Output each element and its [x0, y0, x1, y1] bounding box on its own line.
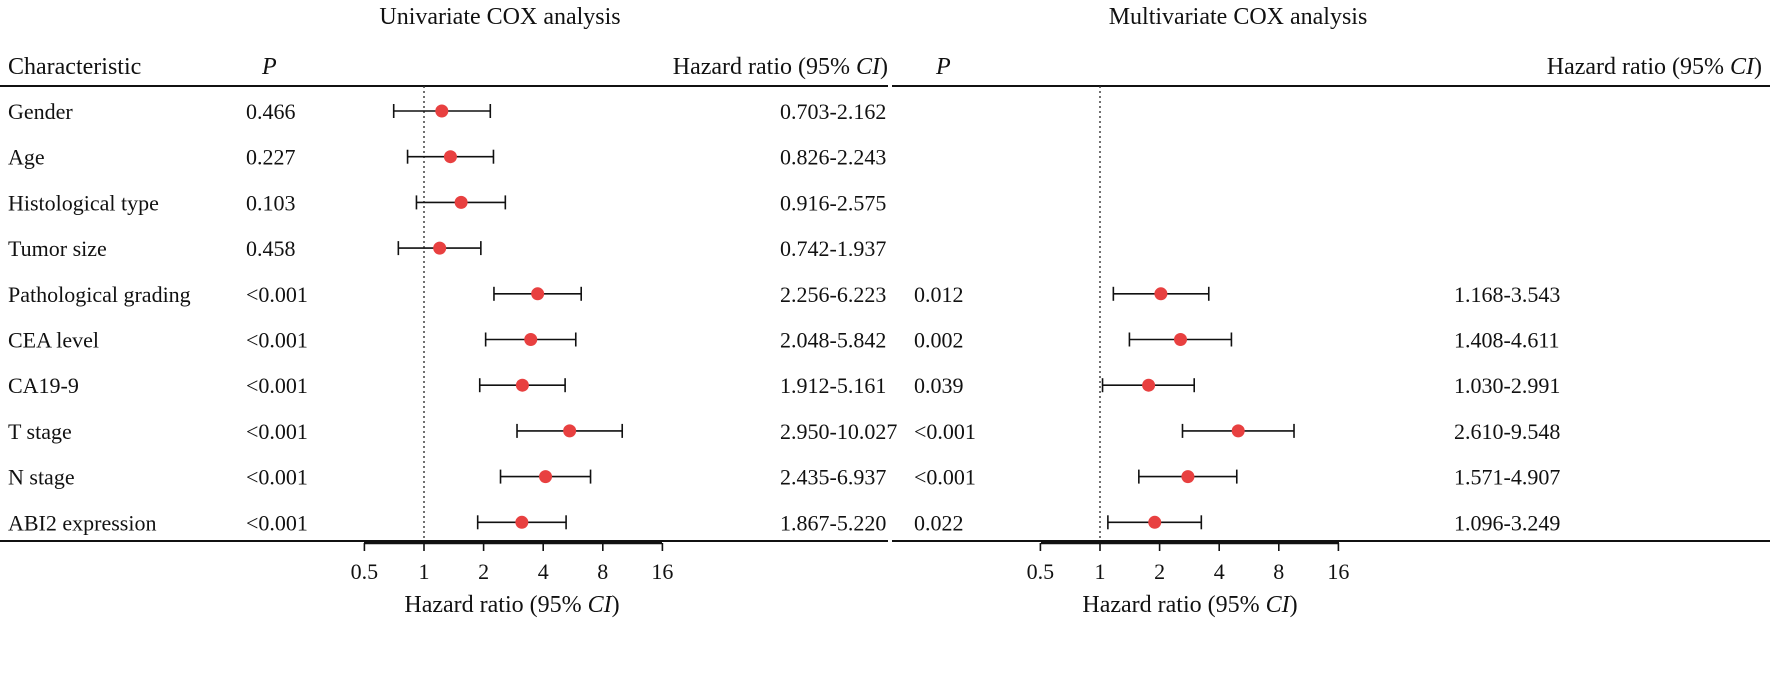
multivariate-hr-point: [1148, 515, 1162, 529]
univariate-hr-header: Hazard ratio (95% CI): [673, 54, 888, 80]
univariate-p-value: 0.458: [246, 236, 296, 261]
univariate-hr-point: [515, 515, 529, 529]
univariate-x-axis-label: Hazard ratio (95% CI): [404, 592, 619, 618]
univariate-p-value: <0.001: [246, 328, 308, 353]
univariate-x-tick-label: 1: [419, 559, 430, 584]
univariate-x-tick-label: 0.5: [351, 559, 379, 584]
univariate-ci-text: 0.703-2.162: [780, 99, 886, 124]
univariate-p-value: <0.001: [246, 282, 308, 307]
univariate-hr-point: [454, 195, 468, 209]
univariate-hr-point: [443, 150, 457, 164]
multivariate-ci-text: 1.096-3.249: [1454, 510, 1560, 535]
multivariate-hr-point: [1181, 470, 1195, 484]
multivariate-p-value: <0.001: [914, 465, 976, 490]
univariate-ci-text: 0.916-2.575: [780, 190, 886, 215]
univariate-p-value: <0.001: [246, 373, 308, 398]
multivariate-x-tick-label: 4: [1214, 559, 1225, 584]
multivariate-hr-header: Hazard ratio (95% CI): [1547, 54, 1762, 80]
multivariate-x-tick-label: 1: [1095, 559, 1106, 584]
characteristic-label: Age: [8, 145, 45, 170]
univariate-p-value: 0.227: [246, 145, 296, 170]
characteristic-column-header: Characteristic: [8, 54, 141, 80]
multivariate-x-tick-label: 8: [1273, 559, 1284, 584]
characteristic-label: Histological type: [8, 190, 159, 215]
multivariate-hr-point: [1231, 424, 1245, 438]
multivariate-x-axis-label: Hazard ratio (95% CI): [1082, 592, 1297, 618]
multivariate-ci-text: 1.168-3.543: [1454, 282, 1560, 307]
univariate-p-value: 0.466: [246, 99, 296, 124]
characteristic-label: Tumor size: [8, 236, 107, 261]
multivariate-title: Multivariate COX analysis: [1109, 4, 1368, 30]
univariate-ci-text: 2.435-6.937: [780, 465, 886, 490]
multivariate-ci-text: 1.030-2.991: [1454, 373, 1560, 398]
univariate-p-value: 0.103: [246, 190, 296, 215]
multivariate-ci-text: 2.610-9.548: [1454, 419, 1560, 444]
multivariate-p-value: 0.012: [914, 282, 964, 307]
multivariate-p-value: 0.022: [914, 510, 964, 535]
multivariate-p-value: 0.039: [914, 373, 964, 398]
univariate-hr-point: [539, 470, 553, 484]
characteristic-label: T stage: [8, 419, 72, 444]
multivariate-p-header: P: [935, 54, 951, 80]
characteristic-label: Pathological grading: [8, 282, 191, 307]
univariate-hr-point: [524, 333, 538, 346]
multivariate-hr-point: [1154, 287, 1168, 301]
univariate-x-tick-label: 2: [478, 559, 489, 584]
characteristic-label: CA19-9: [8, 373, 79, 398]
univariate-p-value: <0.001: [246, 510, 308, 535]
multivariate-p-value: 0.002: [914, 328, 964, 353]
univariate-x-tick-label: 16: [651, 559, 673, 584]
univariate-hr-point: [563, 424, 577, 438]
univariate-ci-text: 0.742-1.937: [780, 236, 886, 261]
characteristic-label: CEA level: [8, 328, 99, 353]
univariate-hr-point: [433, 241, 447, 255]
multivariate-hr-point: [1173, 333, 1187, 346]
characteristic-label: N stage: [8, 465, 75, 490]
univariate-hr-point: [531, 287, 545, 301]
characteristic-label: ABI2 expression: [8, 510, 156, 535]
univariate-ci-text: 2.048-5.842: [780, 328, 886, 353]
univariate-x-tick-label: 8: [597, 559, 608, 584]
univariate-p-value: <0.001: [246, 419, 308, 444]
multivariate-ci-text: 1.571-4.907: [1454, 465, 1560, 490]
univariate-ci-text: 1.912-5.161: [780, 373, 886, 398]
multivariate-x-tick-label: 16: [1327, 559, 1349, 584]
univariate-ci-text: 2.950-10.027: [780, 419, 897, 444]
multivariate-x-tick-label: 2: [1154, 559, 1165, 584]
univariate-title: Univariate COX analysis: [379, 4, 620, 30]
univariate-hr-point: [515, 378, 529, 392]
multivariate-x-tick-label: 0.5: [1027, 559, 1055, 584]
multivariate-p-value: <0.001: [914, 419, 976, 444]
univariate-ci-text: 2.256-6.223: [780, 282, 886, 307]
univariate-hr-point: [435, 104, 449, 118]
univariate-x-tick-label: 4: [538, 559, 549, 584]
multivariate-ci-text: 1.408-4.611: [1454, 328, 1560, 353]
univariate-ci-text: 1.867-5.220: [780, 510, 886, 535]
multivariate-hr-point: [1142, 378, 1156, 392]
univariate-ci-text: 0.826-2.243: [780, 145, 886, 170]
characteristic-label: Gender: [8, 99, 73, 124]
univariate-p-header: P: [261, 54, 277, 80]
univariate-p-value: <0.001: [246, 465, 308, 490]
